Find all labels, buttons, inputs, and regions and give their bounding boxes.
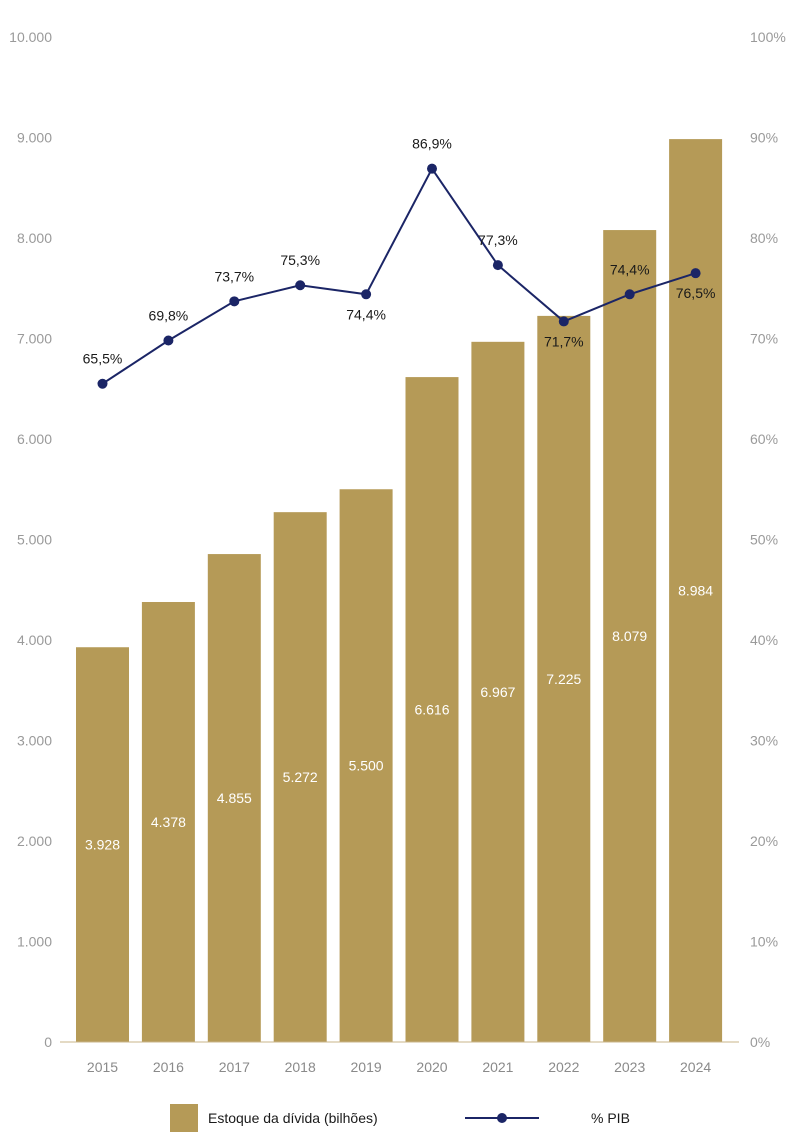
line-value-labels: 65,5% 69,8% 73,7% 75,3% 74,4% 86,9% 77,3% 71,7%… (83, 136, 716, 367)
line-value-label: 69,8% (149, 308, 189, 324)
pib-point (97, 378, 108, 389)
right-tick-label: 80% (750, 230, 778, 246)
bars (76, 139, 723, 1043)
bar (669, 139, 723, 1042)
left-axis-ticks: 0 1.000 2.000 3.000 4.000 5.000 6.000 7.000 8.00… (9, 29, 52, 1050)
bar (76, 647, 129, 1042)
pib-point (558, 316, 569, 327)
left-tick-label: 2.000 (17, 833, 52, 849)
pib-line-layer (97, 163, 701, 389)
x-tick-label: 2018 (285, 1059, 316, 1075)
pib-line (101, 166, 696, 385)
right-tick-label: 90% (750, 130, 778, 146)
bar (603, 230, 657, 1043)
line-value-label: 75,3% (280, 252, 320, 268)
bar (471, 341, 525, 1042)
right-tick-label: 70% (750, 331, 778, 347)
line-value-label: 71,7% (544, 333, 584, 349)
bar (537, 315, 591, 1042)
legend-bar-swatch (170, 1104, 198, 1132)
left-tick-label: 6.000 (17, 431, 52, 447)
right-tick-label: 0% (750, 1034, 770, 1050)
right-tick-label: 50% (750, 532, 778, 548)
x-tick-label: 2019 (351, 1059, 382, 1075)
x-tick-label: 2022 (548, 1059, 579, 1075)
bar-value-label: 4.378 (151, 814, 186, 830)
pib-point (690, 268, 701, 279)
pib-point (295, 280, 306, 291)
x-tick-label: 2015 (87, 1059, 118, 1075)
x-tick-label: 2020 (416, 1059, 447, 1075)
pib-point (361, 289, 372, 300)
line-value-label: 86,9% (412, 136, 452, 152)
left-tick-label: 10.000 (9, 29, 52, 45)
bar-value-label: 5.500 (349, 758, 384, 774)
legend-bar-label: Estoque da dívida (bilhões) (208, 1110, 378, 1126)
x-tick-label: 2024 (680, 1059, 711, 1075)
bar-value-label: 4.855 (217, 790, 252, 806)
line-value-label: 74,4% (346, 306, 386, 322)
right-tick-label: 100% (750, 29, 786, 45)
bar-value-label: 7.225 (546, 671, 581, 687)
bar (405, 377, 459, 1042)
legend-line-label: % PIB (591, 1110, 630, 1126)
right-tick-label: 60% (750, 431, 778, 447)
x-axis-ticks: 2015 2016 2017 2018 2019 2020 2021 2022 2023 2024 (87, 1059, 711, 1075)
pib-point (624, 289, 635, 300)
bar-value-labels: 3.928 4.378 4.855 5.272 5.500 6.616 6.967 7.225… (85, 583, 713, 853)
line-value-label: 65,5% (83, 351, 123, 367)
right-tick-label: 10% (750, 934, 778, 950)
line-value-label: 76,5% (676, 285, 716, 301)
pib-point (229, 296, 240, 307)
bar-value-label: 8.079 (612, 628, 647, 644)
line-value-label: 74,4% (610, 261, 650, 277)
line-value-label: 77,3% (478, 232, 518, 248)
right-tick-label: 40% (750, 632, 778, 648)
left-tick-label: 3.000 (17, 733, 52, 749)
left-tick-label: 4.000 (17, 632, 52, 648)
left-tick-label: 8.000 (17, 230, 52, 246)
left-tick-label: 5.000 (17, 532, 52, 548)
bar-value-label: 3.928 (85, 837, 120, 853)
right-tick-label: 30% (750, 733, 778, 749)
pib-point (492, 260, 503, 271)
x-tick-label: 2017 (219, 1059, 250, 1075)
x-tick-label: 2016 (153, 1059, 184, 1075)
left-tick-label: 7.000 (17, 331, 52, 347)
pib-point (427, 163, 437, 174)
bar (141, 602, 195, 1042)
right-axis-ticks: 0% 10% 20% 30% 40% 50% 60% 70% 80% 90% 100% (750, 29, 786, 1050)
legend-line-marker (497, 1113, 507, 1123)
x-tick-label: 2023 (614, 1059, 645, 1075)
bar (273, 512, 327, 1042)
pib-point (163, 335, 174, 346)
bar-value-label: 6.616 (414, 702, 449, 718)
left-tick-label: 1.000 (17, 934, 52, 950)
bar-value-label: 6.967 (480, 684, 515, 700)
left-tick-label: 0 (44, 1034, 52, 1050)
bar (207, 554, 261, 1042)
bar (339, 489, 393, 1042)
line-value-label: 73,7% (214, 268, 254, 284)
legend: Estoque da dívida (bilhões) % PIB (170, 1104, 630, 1132)
left-tick-label: 9.000 (17, 130, 52, 146)
bar-value-label: 5.272 (283, 769, 318, 785)
right-tick-label: 20% (750, 833, 778, 849)
x-tick-label: 2021 (482, 1059, 513, 1075)
bar-value-label: 8.984 (678, 583, 713, 599)
